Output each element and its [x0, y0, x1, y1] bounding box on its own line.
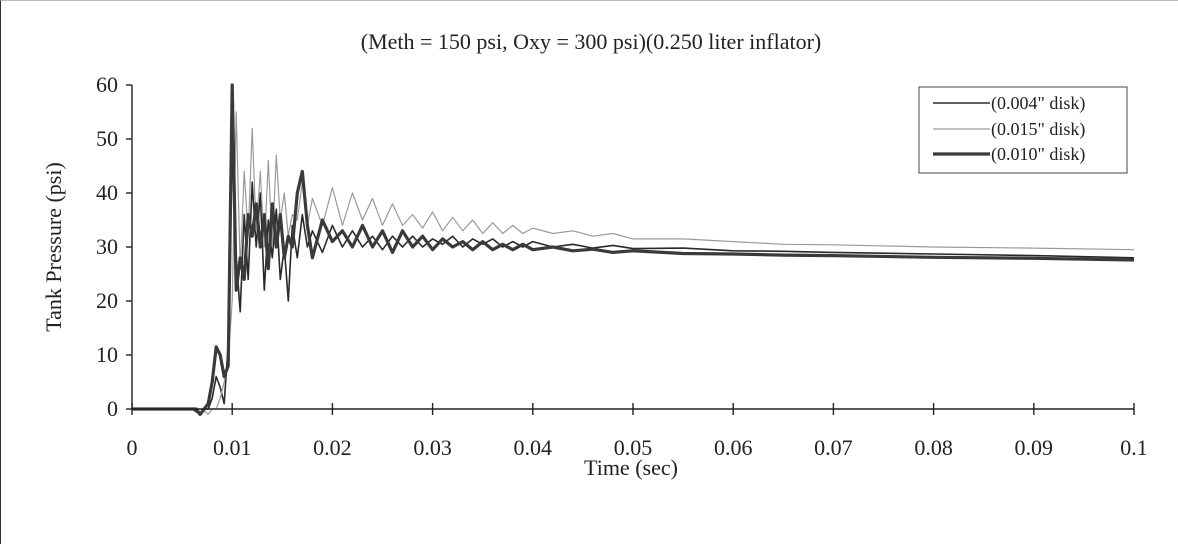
y-tick-label: 30	[96, 234, 118, 259]
legend-label-0015: (0.015" disk)	[991, 119, 1085, 140]
legend: (0.004" disk) (0.015" disk) (0.010" disk…	[919, 87, 1127, 173]
legend-label-0010: (0.010" disk)	[991, 144, 1085, 165]
y-tick-label: 60	[96, 72, 118, 97]
x-tick-label: 0	[127, 435, 138, 460]
x-tick-label: 0.07	[814, 435, 853, 460]
y-tick-label: 0	[107, 396, 118, 421]
y-axis-label: Tank Pressure (psi)	[41, 162, 66, 332]
x-tick-label: 0.08	[914, 435, 953, 460]
chart-title: (Meth = 150 psi, Oxy = 300 psi)(0.250 li…	[361, 29, 821, 54]
legend-label-0004: (0.004" disk)	[991, 93, 1085, 114]
x-tick-label: 0.02	[313, 435, 352, 460]
x-tick-label: 0.03	[413, 435, 452, 460]
x-tick-label: 0.06	[714, 435, 753, 460]
x-tick-label: 0.01	[213, 435, 252, 460]
y-tick-label: 40	[96, 180, 118, 205]
y-tick-label: 50	[96, 126, 118, 151]
y-tick-label: 20	[96, 288, 118, 313]
x-tick-label: 0.05	[614, 435, 653, 460]
y-tick-label: 10	[96, 342, 118, 367]
x-tick-label: 0.1	[1120, 435, 1148, 460]
x-tick-label: 0.09	[1015, 435, 1054, 460]
x-tick-label: 0.04	[514, 435, 553, 460]
